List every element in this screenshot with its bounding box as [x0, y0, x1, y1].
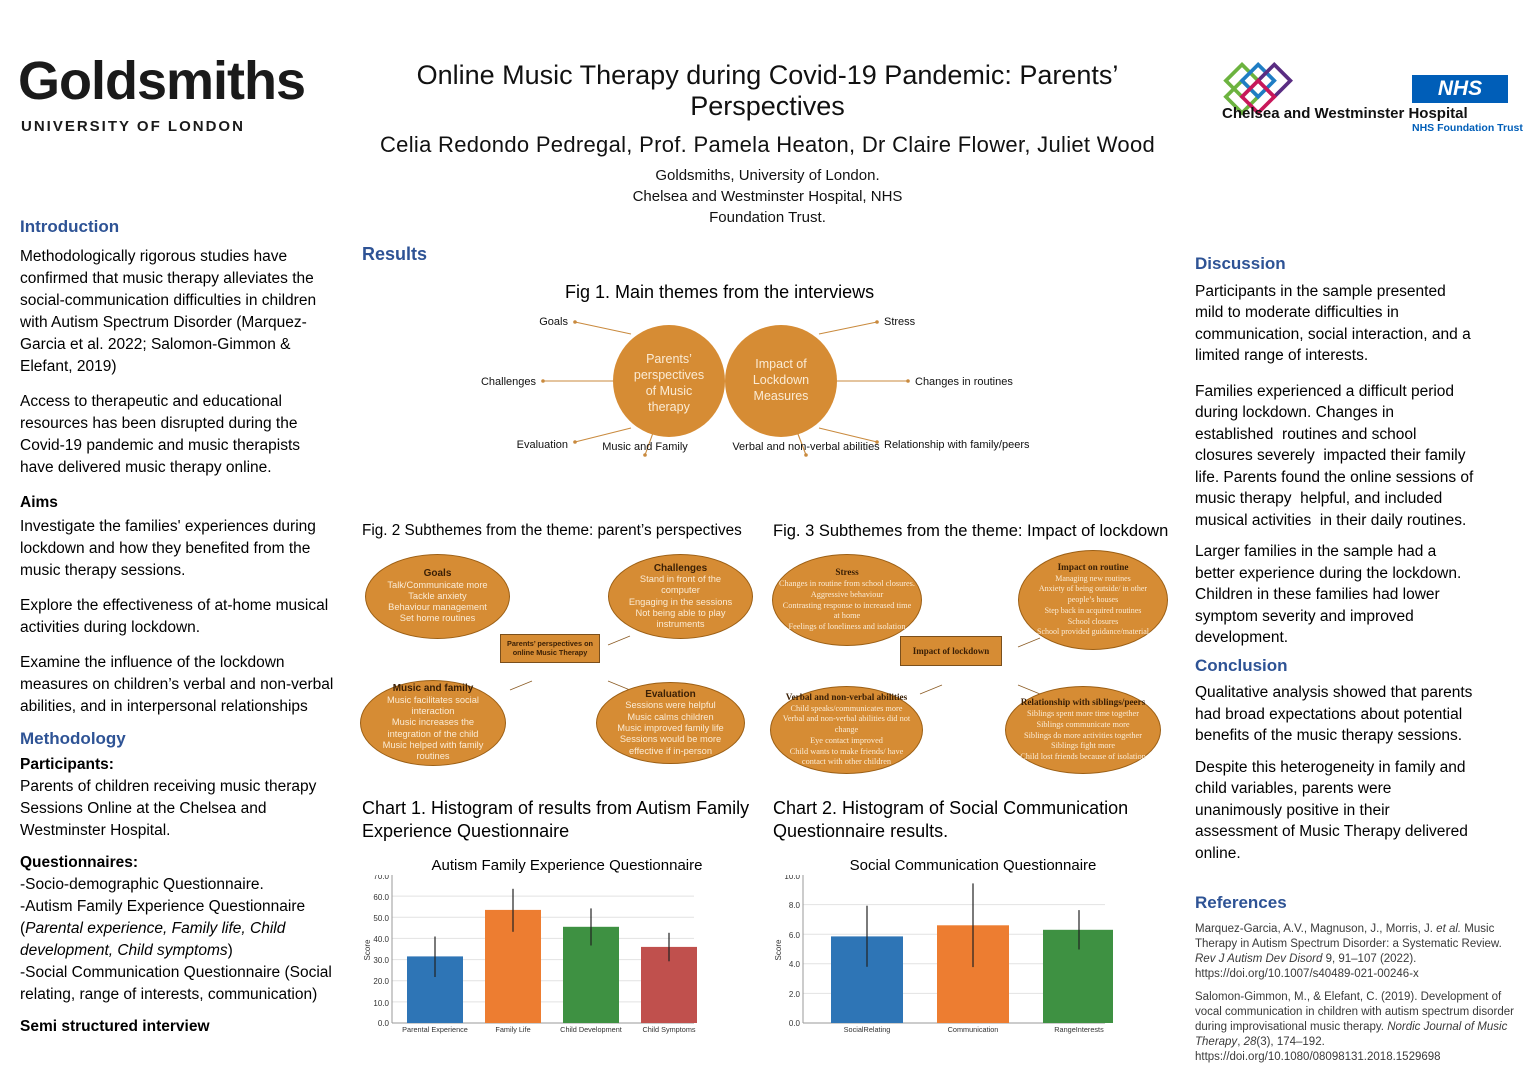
svg-text:RangeInterests: RangeInterests — [1054, 1025, 1104, 1034]
svg-text:Goals: Goals — [539, 316, 568, 328]
svg-text:8.0: 8.0 — [789, 901, 801, 910]
svg-text:40.0: 40.0 — [373, 935, 389, 944]
svg-text:Lockdown: Lockdown — [753, 373, 809, 387]
svg-text:Family Life: Family Life — [495, 1025, 530, 1034]
svg-text:Child Development: Child Development — [560, 1025, 622, 1034]
svg-text:0.0: 0.0 — [789, 1019, 801, 1028]
svg-text:10.0: 10.0 — [373, 999, 389, 1008]
svg-text:Parental Experience: Parental Experience — [402, 1025, 468, 1034]
svg-text:Measures: Measures — [754, 389, 809, 403]
svg-text:4.0: 4.0 — [789, 960, 801, 969]
svg-text:70.0: 70.0 — [373, 875, 389, 881]
svg-text:Impact of: Impact of — [755, 357, 807, 371]
svg-text:Child Symptoms: Child Symptoms — [642, 1025, 695, 1034]
svg-text:30.0: 30.0 — [373, 956, 389, 965]
svg-text:therapy: therapy — [648, 400, 690, 414]
svg-text:Score: Score — [774, 939, 783, 960]
svg-text:perspectives: perspectives — [634, 368, 704, 382]
svg-text:Verbal and non-verbal abilitie: Verbal and non-verbal abilities — [732, 441, 880, 453]
svg-text:of Music: of Music — [646, 384, 693, 398]
svg-text:6.0: 6.0 — [789, 931, 801, 940]
svg-text:10.0: 10.0 — [784, 875, 800, 881]
svg-text:60.0: 60.0 — [373, 893, 389, 902]
svg-text:Challenges: Challenges — [481, 376, 537, 388]
svg-text:2.0: 2.0 — [789, 990, 801, 999]
svg-text:Score: Score — [363, 939, 372, 960]
svg-text:Parents’: Parents’ — [646, 352, 692, 366]
svg-text:Changes in routines: Changes in routines — [915, 376, 1013, 388]
svg-text:0.0: 0.0 — [378, 1019, 390, 1028]
svg-text:20.0: 20.0 — [373, 977, 389, 986]
svg-text:Stress: Stress — [884, 316, 916, 328]
svg-text:Relationship with family/peers: Relationship with family/peers — [884, 439, 1030, 451]
svg-text:Music and Family: Music and Family — [602, 441, 688, 453]
svg-text:Communication: Communication — [948, 1025, 999, 1034]
svg-text:50.0: 50.0 — [373, 914, 389, 923]
svg-text:Evaluation: Evaluation — [517, 439, 568, 451]
svg-text:SocialRelating: SocialRelating — [844, 1025, 891, 1034]
